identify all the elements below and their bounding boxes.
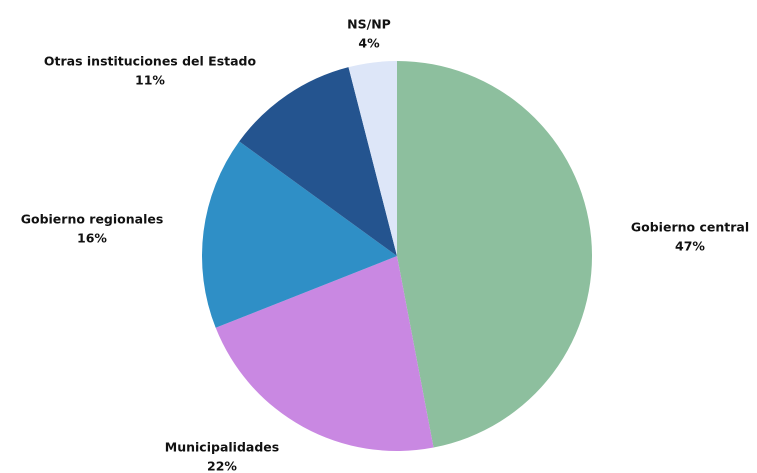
slice-value-label: 22% [207,459,237,473]
pie-slice [201,141,397,328]
slice-value-label: 11% [135,73,165,88]
slice-label: Gobierno regionales [21,212,164,227]
slice-label: Otras instituciones del Estado [44,54,257,69]
slice-value-label: 47% [675,239,705,254]
pie-slice [348,61,397,256]
pie-slice [397,61,593,448]
pie-slice [215,256,434,451]
slice-label: NS/NP [347,17,391,32]
slice-value-label: 16% [77,231,107,246]
slice-label: Municipalidades [165,440,279,455]
slice-value-label: 4% [358,36,380,51]
pie-slice [239,67,397,256]
slice-label: Gobierno central [631,220,749,235]
